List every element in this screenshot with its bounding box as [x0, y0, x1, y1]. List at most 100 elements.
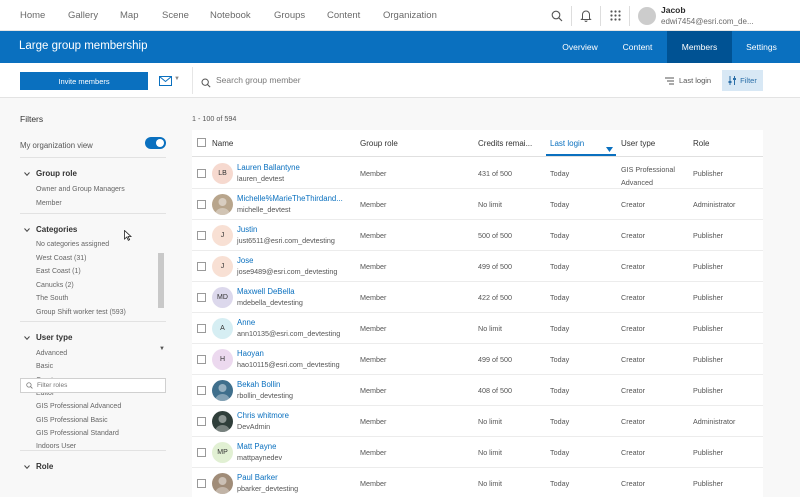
- filter-option[interactable]: Advanced: [36, 350, 68, 357]
- search-member-input[interactable]: [216, 72, 536, 88]
- nav-link-home[interactable]: Home: [20, 10, 46, 21]
- member-name-link[interactable]: Matt Payne: [237, 442, 277, 451]
- filter-button[interactable]: Filter: [722, 70, 763, 91]
- nav-link-organization[interactable]: Organization: [383, 10, 437, 21]
- filter-option[interactable]: Basic: [36, 363, 54, 371]
- filter-option[interactable]: Editor: [36, 389, 55, 397]
- categories-header[interactable]: Categories: [20, 223, 166, 235]
- member-name-link[interactable]: Maxwell DeBella: [237, 287, 295, 296]
- row-checkbox[interactable]: [197, 293, 206, 302]
- app-launcher-icon[interactable]: [601, 0, 629, 31]
- table-row[interactable]: Paul Barker pbarker_devtesting Member No li…: [192, 468, 763, 497]
- table-row[interactable]: A Anne ann10135@esri.com_devtesting Member N…: [192, 313, 763, 344]
- nav-link-groups[interactable]: Groups: [274, 10, 306, 21]
- search-icon: [26, 382, 33, 389]
- member-name-link[interactable]: Paul Barker: [237, 473, 278, 482]
- top-navigation: Home Gallery Map Scene Notebook Groups Content…: [0, 0, 800, 31]
- column-header-group-role[interactable]: Group role: [360, 139, 398, 148]
- tab-settings[interactable]: Settings: [746, 42, 777, 52]
- nav-link-gallery[interactable]: Gallery: [68, 10, 99, 21]
- tab-overview[interactable]: Overview: [562, 42, 598, 52]
- select-all-checkbox[interactable]: [197, 138, 206, 147]
- nav-link-content[interactable]: Content: [327, 10, 361, 21]
- credits-cell: No limit: [478, 324, 502, 333]
- invite-members-button[interactable]: Invite members: [20, 72, 148, 90]
- scroll-down-icon[interactable]: ▼: [159, 346, 165, 352]
- row-checkbox[interactable]: [197, 262, 206, 271]
- column-header-last-login[interactable]: Last login: [550, 139, 585, 148]
- table-row[interactable]: MD Maxwell DeBella mdebella_devtesting Memb…: [192, 282, 763, 313]
- member-name-link[interactable]: Chris whitmore: [237, 411, 289, 420]
- column-header-user-type[interactable]: User type: [621, 139, 656, 148]
- filter-label: Filter: [740, 76, 757, 85]
- filter-option[interactable]: No categories assigned: [36, 241, 110, 248]
- role-filter-search[interactable]: [20, 378, 166, 393]
- chevron-down-icon[interactable]: ▼: [174, 76, 180, 82]
- row-checkbox[interactable]: [197, 417, 206, 426]
- member-name-link[interactable]: Anne: [237, 318, 256, 327]
- nav-link-map[interactable]: Map: [120, 10, 139, 21]
- user-menu[interactable]: Jacob edwi7454@esri.com_de...: [630, 5, 800, 27]
- filter-option[interactable]: GIS Professional Standard: [36, 429, 119, 437]
- row-checkbox[interactable]: [197, 386, 206, 395]
- filter-option[interactable]: The South: [36, 295, 69, 302]
- table-row[interactable]: LB Lauren Ballantyne lauren_devtest Member 4…: [192, 158, 763, 189]
- divider: [20, 213, 166, 214]
- group-role-cell: Member: [360, 324, 387, 333]
- table-row[interactable]: J Justin just6511@esri.com_devtesting Membe…: [192, 220, 763, 251]
- group-tabs: Overview Content Members Settings: [552, 31, 800, 63]
- column-header-name[interactable]: Name: [212, 139, 234, 148]
- row-checkbox[interactable]: [197, 355, 206, 364]
- member-name-link[interactable]: Michelle%MarieTheThirdand...: [237, 194, 343, 203]
- row-checkbox[interactable]: [197, 169, 206, 178]
- filter-option[interactable]: Canucks (2): [36, 281, 74, 289]
- filter-option[interactable]: Group Shift worker test (593): [36, 308, 126, 316]
- table-row[interactable]: J Jose jose9489@esri.com_devtesting Member 4…: [192, 251, 763, 282]
- nav-link-scene[interactable]: Scene: [162, 10, 189, 21]
- bell-icon[interactable]: [572, 0, 600, 31]
- group-role-header[interactable]: Group role: [20, 167, 166, 179]
- sort-down-icon[interactable]: [606, 139, 613, 157]
- filter-option[interactable]: Indoors User: [36, 443, 77, 451]
- role-header[interactable]: Role: [20, 460, 166, 472]
- member-name-link[interactable]: Bekah Bollin: [237, 380, 281, 389]
- row-checkbox[interactable]: [197, 448, 206, 457]
- user-type-section: User type: [20, 331, 166, 343]
- filter-option[interactable]: West Coast (31): [36, 254, 87, 262]
- member-name-link[interactable]: Jose: [237, 256, 254, 265]
- member-name-link[interactable]: Lauren Ballantyne: [237, 163, 300, 172]
- column-header-role[interactable]: Role: [693, 139, 710, 148]
- table-row[interactable]: MP Matt Payne mattpaynedev Member No limit To…: [192, 437, 763, 468]
- member-name-link[interactable]: Haoyan: [237, 349, 264, 358]
- filter-option[interactable]: GIS Professional Advanced: [36, 403, 122, 411]
- scrollbar-thumb[interactable]: [158, 253, 164, 308]
- filter-option[interactable]: East Coast (1): [36, 268, 81, 275]
- sort-label: Last login: [679, 76, 712, 85]
- row-checkbox[interactable]: [197, 231, 206, 240]
- role-filter-input[interactable]: [37, 382, 157, 389]
- user-type-header[interactable]: User type: [20, 331, 166, 343]
- row-checkbox[interactable]: [197, 200, 206, 209]
- role-cell: Publisher: [693, 169, 723, 178]
- table-row[interactable]: Michelle%MarieTheThirdand... michelle_dev…: [192, 189, 763, 220]
- table-row[interactable]: H Haoyan hao10115@esri.com_devtesting Membe…: [192, 344, 763, 375]
- table-row[interactable]: Chris whitmore DevAdmin Member No limit Toda…: [192, 406, 763, 437]
- role-cell: Publisher: [693, 262, 723, 271]
- tab-content[interactable]: Content: [622, 42, 653, 52]
- row-checkbox[interactable]: [197, 324, 206, 333]
- column-header-credits-remai[interactable]: Credits remai...: [478, 139, 533, 148]
- user-type-scrollbar[interactable]: [158, 250, 164, 350]
- filter-option[interactable]: Owner and Group Managers: [36, 186, 125, 193]
- member-name-link[interactable]: Justin: [237, 225, 258, 234]
- row-checkbox[interactable]: [197, 479, 206, 488]
- table-row[interactable]: Bekah Bollin rbollin_devtesting Member 408 …: [192, 375, 763, 406]
- search-icon[interactable]: [543, 0, 571, 31]
- nav-link-notebook[interactable]: Notebook: [210, 10, 251, 21]
- sort-button[interactable]: Last login: [665, 71, 711, 90]
- filter-option[interactable]: Member: [36, 199, 62, 207]
- filter-option[interactable]: GIS Professional Basic: [36, 416, 108, 424]
- email-icon[interactable]: [159, 73, 172, 91]
- tab-members[interactable]: Members: [667, 31, 732, 63]
- org-view-toggle[interactable]: [145, 137, 166, 149]
- user-type-cell: Creator: [621, 324, 645, 333]
